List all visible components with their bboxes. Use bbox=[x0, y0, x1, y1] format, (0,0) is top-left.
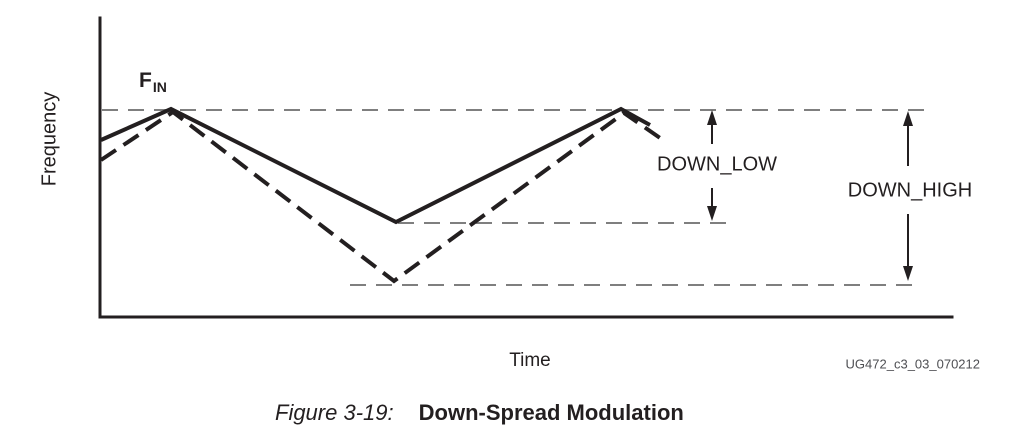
down-low-arrow-up-head bbox=[707, 110, 717, 125]
down-low-label: DOWN_LOW bbox=[657, 153, 777, 176]
figure-caption-title: Down-Spread Modulation bbox=[418, 400, 684, 425]
fin-label-base: F bbox=[139, 69, 152, 92]
down-low-arrow-down-head bbox=[707, 206, 717, 221]
y-axis-label: Frequency bbox=[38, 91, 61, 187]
down-high-arrow-up-head bbox=[903, 111, 913, 126]
fin-label-subscript: IN bbox=[152, 79, 167, 95]
figure-caption: Figure 3-19: Down-Spread Modulation bbox=[275, 400, 684, 426]
down-high-label: DOWN_HIGH bbox=[847, 179, 973, 202]
dashed-wave-down-high bbox=[99, 109, 665, 284]
x-axis-label: Time bbox=[509, 350, 551, 371]
down-high-arrow-down-head bbox=[903, 266, 913, 281]
figure-caption-number: Figure 3-19: bbox=[275, 400, 394, 425]
fin-label: FIN bbox=[139, 69, 167, 95]
solid-wave-down-low bbox=[100, 106, 651, 225]
document-id-watermark: UG472_c3_03_070212 bbox=[845, 356, 980, 372]
frequency-time-axes bbox=[98, 16, 954, 319]
